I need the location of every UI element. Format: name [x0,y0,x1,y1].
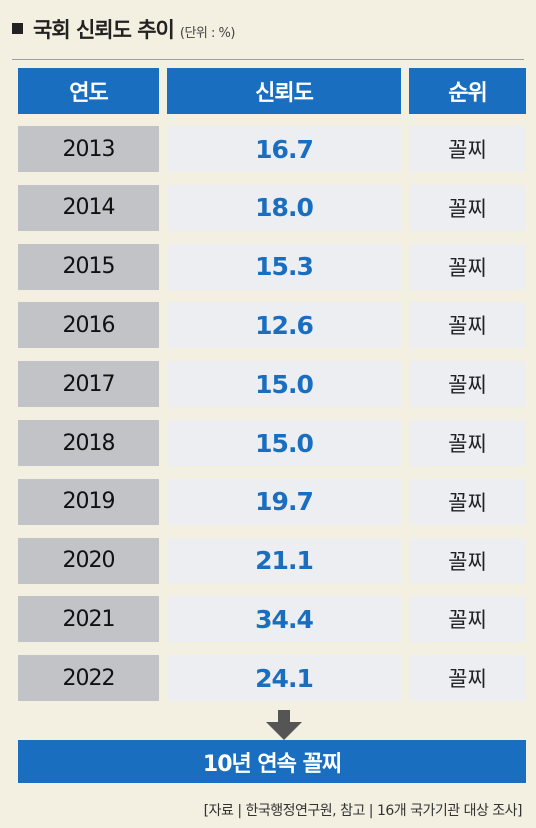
square-bullet-icon [12,23,23,34]
table-row: 2019 19.7 꼴찌 [18,478,526,525]
arrow-down-icon [266,710,302,740]
table-row: 2021 34.4 꼴찌 [18,596,526,643]
rank-cell: 꼴찌 [409,420,526,466]
table-row: 2014 18.0 꼴찌 [18,184,526,231]
year-cell: 2019 [18,478,159,525]
year-cell: 2014 [18,184,159,231]
table-row: 2013 16.7 꼴찌 [18,126,526,172]
table-row: 2022 24.1 꼴찌 [18,655,526,702]
trust-value-cell: 24.1 [167,655,401,702]
year-cell: 2013 [18,126,159,172]
rank-cell: 꼴찌 [409,537,526,584]
trust-value-cell: 15.3 [167,243,401,290]
summary-banner: 10년 연속 꼴찌 [18,740,526,783]
year-cell: 2020 [18,537,159,584]
year-cell: 2021 [18,596,159,643]
rank-cell: 꼴찌 [409,126,526,172]
trust-value-cell: 18.0 [167,184,401,231]
header-year: 연도 [18,68,159,114]
table-header: 연도 신뢰도 순위 [18,68,526,116]
table-row: 2017 15.0 꼴찌 [18,361,526,408]
rank-cell: 꼴찌 [409,478,526,525]
year-cell: 2016 [18,302,159,349]
header-rank: 순위 [409,68,526,114]
rank-cell: 꼴찌 [409,184,526,231]
year-cell: 2015 [18,243,159,290]
title-divider [12,59,524,60]
source-note: [자료 | 한국행정연구원, 참고 | 16개 국가기관 대상 조사] [203,803,523,819]
trust-value-cell: 16.7 [167,126,401,172]
header-trust: 신뢰도 [167,68,401,114]
trust-value-cell: 34.4 [167,596,401,643]
rank-cell: 꼴찌 [409,302,526,349]
trust-value-cell: 15.0 [167,361,401,408]
rank-cell: 꼴찌 [409,243,526,290]
trust-value-cell: 21.1 [167,537,401,584]
table-row: 2018 15.0 꼴찌 [18,420,526,466]
year-cell: 2022 [18,655,159,702]
trust-value-cell: 19.7 [167,478,401,525]
table-row: 2016 12.6 꼴찌 [18,302,526,349]
title-main: 국회 신뢰도 추이 [33,18,175,42]
rank-cell: 꼴찌 [409,361,526,408]
rank-cell: 꼴찌 [409,596,526,643]
year-cell: 2017 [18,361,159,408]
trust-value-cell: 12.6 [167,302,401,349]
title-unit: (단위 : %) [179,26,236,41]
rank-cell: 꼴찌 [409,655,526,702]
table-row: 2015 15.3 꼴찌 [18,243,526,290]
chart-title: 국회 신뢰도 추이 (단위 : %) [12,14,235,48]
year-cell: 2018 [18,420,159,466]
trust-value-cell: 15.0 [167,420,401,466]
table-row: 2020 21.1 꼴찌 [18,537,526,584]
